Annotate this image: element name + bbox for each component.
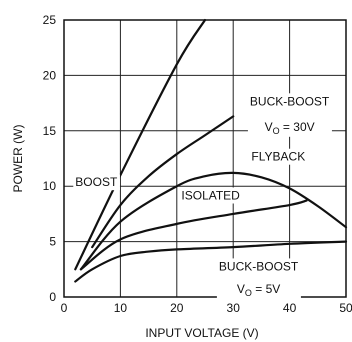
- y-tick-label: 25: [43, 13, 57, 27]
- y-tick-label: 20: [43, 68, 57, 82]
- label-isolated: ISOLATED: [181, 188, 240, 202]
- label-value: = 30V: [280, 120, 315, 134]
- x-axis-label: INPUT VOLTAGE (V): [145, 326, 258, 340]
- y-tick-label: 5: [49, 235, 56, 249]
- x-tick-label: 50: [339, 301, 352, 315]
- x-tick-label: 40: [283, 301, 297, 315]
- curve-buck-boost-vo-30v: [91, 115, 235, 249]
- y-tick-label: 10: [43, 179, 57, 193]
- x-tick-label: 10: [114, 301, 128, 315]
- label-value: = 5V: [252, 282, 280, 296]
- label-buck-boost-30v-line2: VO = 30V: [265, 120, 315, 136]
- label-buck-boost-5v-line2: VO = 5V: [237, 282, 280, 298]
- x-tick-label: 30: [227, 301, 241, 315]
- curve-labels: BOOST BUCK-BOOST VO = 30V FLYBACK ISOLAT…: [73, 93, 332, 300]
- label-v: V: [265, 120, 273, 134]
- curves: [74, 18, 348, 283]
- label-buck-boost-5v-line1: BUCK-BOOST: [219, 259, 299, 273]
- curve-buck-boost-vo-5v: [74, 240, 348, 283]
- x-tick-label: 20: [170, 301, 184, 315]
- x-tick-label: 0: [61, 301, 68, 315]
- y-tick-label: 15: [43, 124, 57, 138]
- label-subscript-o: O: [273, 126, 280, 136]
- y-tick-label: 0: [49, 290, 56, 304]
- label-buck-boost-30v-line1: BUCK-BOOST: [250, 94, 330, 108]
- curve-isolated: [79, 199, 308, 271]
- label-v: V: [237, 282, 245, 296]
- y-axis-label: POWER (W): [11, 125, 25, 193]
- label-boost: BOOST: [75, 175, 118, 189]
- curve-flyback: [79, 171, 348, 271]
- curve-boost: [74, 18, 207, 271]
- tick-labels: 0 10 20 30 40 50 0 5 10 15 20 25: [43, 13, 352, 315]
- label-flyback: FLYBACK: [251, 150, 305, 164]
- label-subscript-o: O: [245, 288, 252, 298]
